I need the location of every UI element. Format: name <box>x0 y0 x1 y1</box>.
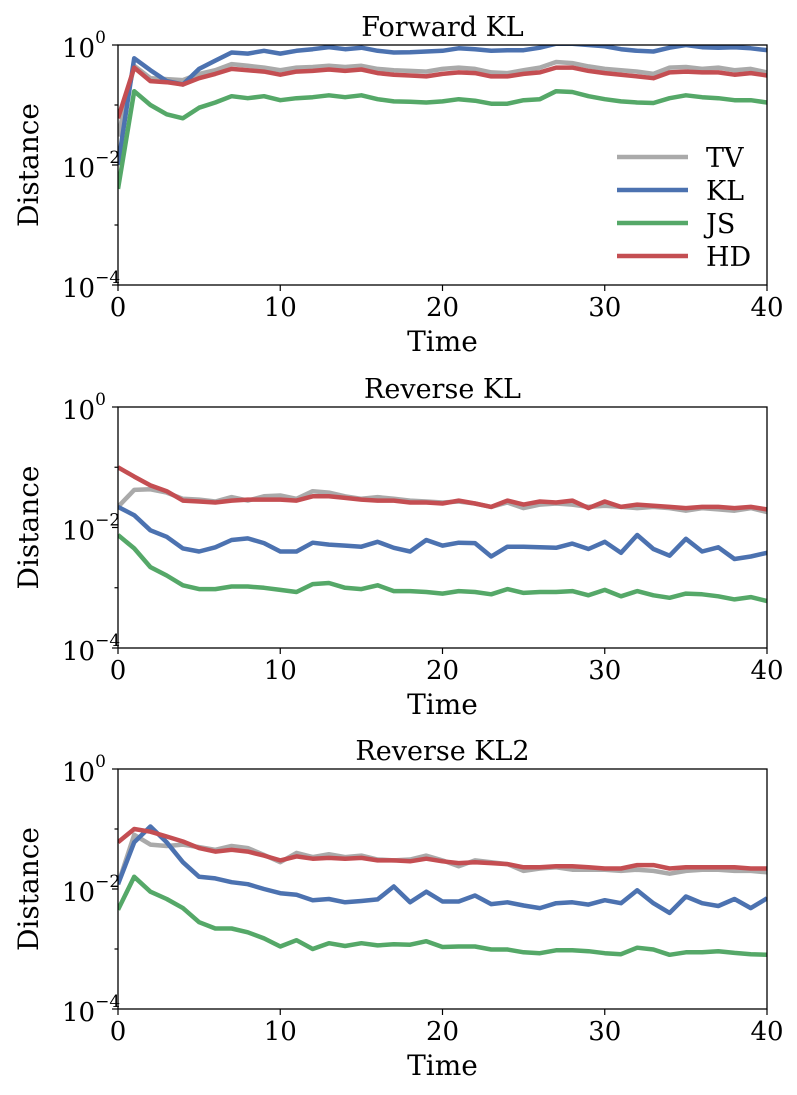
y-tick-base: 10 <box>62 396 95 426</box>
x-tick-label: 0 <box>110 1017 127 1047</box>
y-tick-label: 10−2 <box>62 872 120 908</box>
x-tick-label: 40 <box>750 656 783 686</box>
x-tick-label: 30 <box>588 293 621 323</box>
x-tick-label: 0 <box>110 656 127 686</box>
y-tick-label: 10−4 <box>62 268 120 304</box>
y-tick-base: 10 <box>62 758 95 788</box>
x-tick-label: 10 <box>264 293 297 323</box>
x-tick-label: 10 <box>264 1017 297 1047</box>
y-tick-base: 10 <box>62 34 95 64</box>
y-tick-label: 10−2 <box>62 148 120 184</box>
plot-frame <box>117 768 768 1010</box>
y-tick-label: 10−4 <box>62 992 120 1028</box>
x-axis-label: Time <box>407 325 478 358</box>
series-line-kl <box>118 824 767 916</box>
y-tick-base: 10 <box>62 154 95 184</box>
y-tick-label: 10−2 <box>62 511 120 547</box>
legend-label-js: JS <box>703 209 735 240</box>
x-axis-label: Time <box>407 688 478 721</box>
chart-title: Forward KL <box>361 12 524 43</box>
series-group <box>118 45 767 190</box>
x-tick-label: 40 <box>750 1017 783 1047</box>
y-tick-exponent: −2 <box>95 511 120 531</box>
plot-frame <box>117 406 768 649</box>
y-tick-exponent: −4 <box>95 992 120 1012</box>
y-tick-base: 10 <box>62 274 95 304</box>
y-tick-exponent: −2 <box>95 148 120 168</box>
series-group <box>118 824 767 958</box>
series-line-hd <box>118 65 767 119</box>
y-tick-exponent: −4 <box>95 268 120 288</box>
y-tick-base: 10 <box>62 878 95 908</box>
x-tick-label: 0 <box>110 293 127 323</box>
y-axis-label: Distance <box>12 827 45 951</box>
series-line-tv <box>118 59 767 137</box>
series-line-js <box>118 874 767 958</box>
series-line-hd <box>118 826 767 871</box>
y-tick-exponent: 0 <box>95 28 106 48</box>
x-tick-label: 20 <box>426 293 459 323</box>
y-tick-base: 10 <box>62 637 95 667</box>
x-axis-label: Time <box>407 1049 478 1082</box>
x-tick-label: 30 <box>588 656 621 686</box>
y-tick-exponent: −2 <box>95 872 120 892</box>
legend-label-kl: KL <box>706 176 744 207</box>
x-tick-label: 20 <box>426 656 459 686</box>
legend-label-tv: TV <box>706 143 744 174</box>
x-tick-label: 40 <box>750 293 783 323</box>
y-tick-label: 100 <box>62 28 106 64</box>
series-line-js <box>118 533 767 604</box>
y-axis-label: Distance <box>12 103 45 227</box>
y-tick-exponent: 0 <box>95 752 106 772</box>
x-tick-label: 20 <box>426 1017 459 1047</box>
series-line-kl <box>118 504 767 562</box>
y-tick-base: 10 <box>62 517 95 547</box>
y-tick-label: 100 <box>62 752 106 788</box>
y-tick-label: 100 <box>62 390 106 426</box>
series-line-js <box>118 88 767 190</box>
y-tick-label: 10−4 <box>62 631 120 667</box>
legend-label-hd: HD <box>706 242 751 273</box>
y-tick-exponent: −4 <box>95 631 120 651</box>
chart-title: Reverse KL2 <box>355 736 529 767</box>
plot-frame <box>117 44 768 286</box>
y-tick-base: 10 <box>62 998 95 1028</box>
chart-title: Reverse KL <box>364 374 521 405</box>
y-axis-label: Distance <box>12 465 45 589</box>
series-group <box>118 465 767 604</box>
x-tick-label: 30 <box>588 1017 621 1047</box>
y-tick-exponent: 0 <box>95 390 106 410</box>
series-line-hd <box>118 465 767 512</box>
series-line-kl <box>118 45 767 166</box>
x-tick-label: 10 <box>264 656 297 686</box>
